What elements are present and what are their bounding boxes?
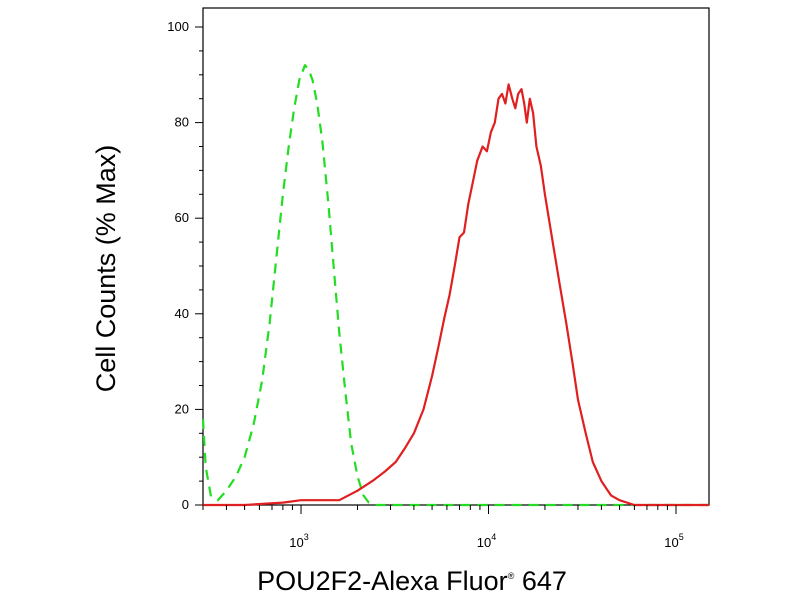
x-axis-title-mark: ® (508, 571, 515, 581)
x-tick-exponent: 4 (491, 532, 496, 542)
series-line-1 (201, 64, 709, 507)
y-tick-label: 0 (182, 497, 189, 512)
y-tick-label: 40 (175, 306, 189, 321)
x-tick-base: 10 (289, 535, 303, 550)
x-tick-exponent: 3 (304, 532, 309, 542)
x-axis-title-main: POU2F2-Alexa Fluor (257, 566, 508, 596)
x-axis-title: POU2F2-Alexa Fluor® 647 (257, 566, 567, 596)
x-tick-label: 105 (664, 532, 683, 550)
series-layer (201, 64, 709, 507)
series-line-2 (203, 83, 709, 507)
x-tick-label: 104 (477, 532, 496, 550)
x-tick-base: 10 (664, 535, 678, 550)
x-tick-exponent: 5 (679, 532, 684, 542)
x-axis-title-suffix: 647 (514, 566, 567, 596)
y-tick-label: 60 (175, 210, 189, 225)
plot-frame (202, 7, 710, 506)
x-axis: 103 104 105 (202, 505, 684, 550)
y-axis: 0 20 40 60 80 100 (167, 19, 203, 512)
y-tick-label: 80 (175, 115, 189, 130)
x-tick-base: 10 (477, 535, 491, 550)
x-tick-label: 103 (289, 532, 308, 550)
y-tick-label: 20 (175, 401, 189, 416)
y-tick-label: 100 (167, 19, 189, 34)
y-axis-title: Cell Counts (% Max) (91, 145, 121, 393)
